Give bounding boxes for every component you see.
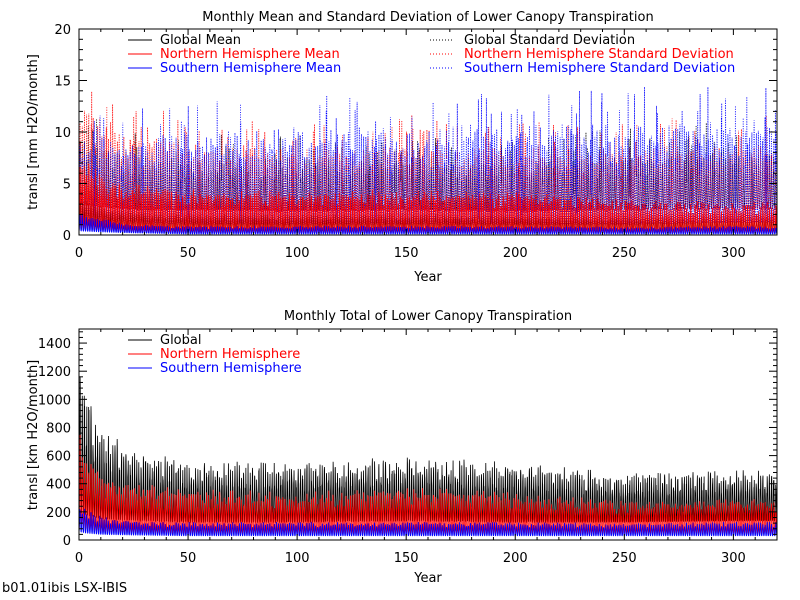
legend-label: Northern Hemisphere [160,347,300,362]
x-tick-label: 0 [75,246,83,261]
series-southern-hemisphere-standard-deviation [78,86,778,225]
y-tick-label: 800 [46,421,71,436]
x-tick-label: 150 [394,246,419,261]
x-tick-label: 0 [75,551,83,566]
series-southern-hemisphere [78,508,778,537]
legend-label: Northern Hemisphere Standard Deviation [464,47,734,62]
chart-top-x-axis: 0 50 100 150 200 250 300 [75,29,756,261]
y-tick-label: 5 [63,178,71,193]
x-tick-label: 300 [721,246,746,261]
chart-top-title: Monthly Mean and Standard Deviation of L… [202,10,653,25]
legend-label: Southern Hemisphere Standard Deviation [464,61,735,76]
chart-bottom-y-axis: 0 200 400 600 800 1000 1200 1400 [38,331,777,549]
y-tick-label: 1200 [38,365,71,380]
chart-bottom-x-axis: 0 50 100 150 200 250 300 [75,329,756,566]
series-northern-hemisphere [78,434,778,536]
x-tick-label: 50 [180,551,197,566]
y-tick-label: 0 [63,229,71,244]
y-tick-label: 0 [63,534,71,549]
chart-bottom-ylabel: transl [km H2O/month] [26,360,41,510]
chart-top-ylabel: transl [mm H2O/month] [26,54,41,210]
y-tick-label: 15 [54,75,71,90]
footer-label: b01.01ibis LSX-IBIS [2,581,128,596]
chart-bottom-series [78,376,778,537]
legend-label: Southern Hemisphere [160,361,302,376]
x-tick-label: 50 [180,246,197,261]
chart-top-y-axis: 0 5 10 15 20 [54,23,777,244]
legend-label: Global Mean [160,33,241,48]
x-tick-label: 100 [285,551,310,566]
x-tick-label: 200 [503,246,528,261]
chart-bottom: Monthly Total of Lower Canopy Transpirat… [26,309,778,586]
y-tick-label: 1400 [38,337,71,352]
x-tick-label: 200 [503,551,528,566]
chart-top: Monthly Mean and Standard Deviation of L… [26,10,778,285]
y-tick-label: 20 [54,23,71,38]
legend-label: Northern Hemisphere Mean [160,47,340,62]
chart-top-series [78,86,778,235]
y-tick-label: 600 [46,450,71,465]
y-tick-label: 10 [54,126,71,141]
series-global [78,376,778,524]
series-northern-hemisphere-standard-deviation [78,91,778,213]
y-tick-label: 200 [46,506,71,521]
y-tick-label: 1000 [38,393,71,408]
x-tick-label: 100 [285,246,310,261]
y-tick-label: 400 [46,478,71,493]
legend-label: Global Standard Deviation [464,33,635,48]
x-tick-label: 150 [394,551,419,566]
x-tick-label: 300 [721,551,746,566]
legend-label: Southern Hemisphere Mean [160,61,341,76]
x-tick-label: 250 [612,246,637,261]
x-tick-label: 250 [612,551,637,566]
chart-bottom-xlabel: Year [413,571,442,586]
legend-label: Global [160,333,201,348]
chart-top-xlabel: Year [413,270,442,285]
chart-bottom-title: Monthly Total of Lower Canopy Transpirat… [284,309,572,324]
